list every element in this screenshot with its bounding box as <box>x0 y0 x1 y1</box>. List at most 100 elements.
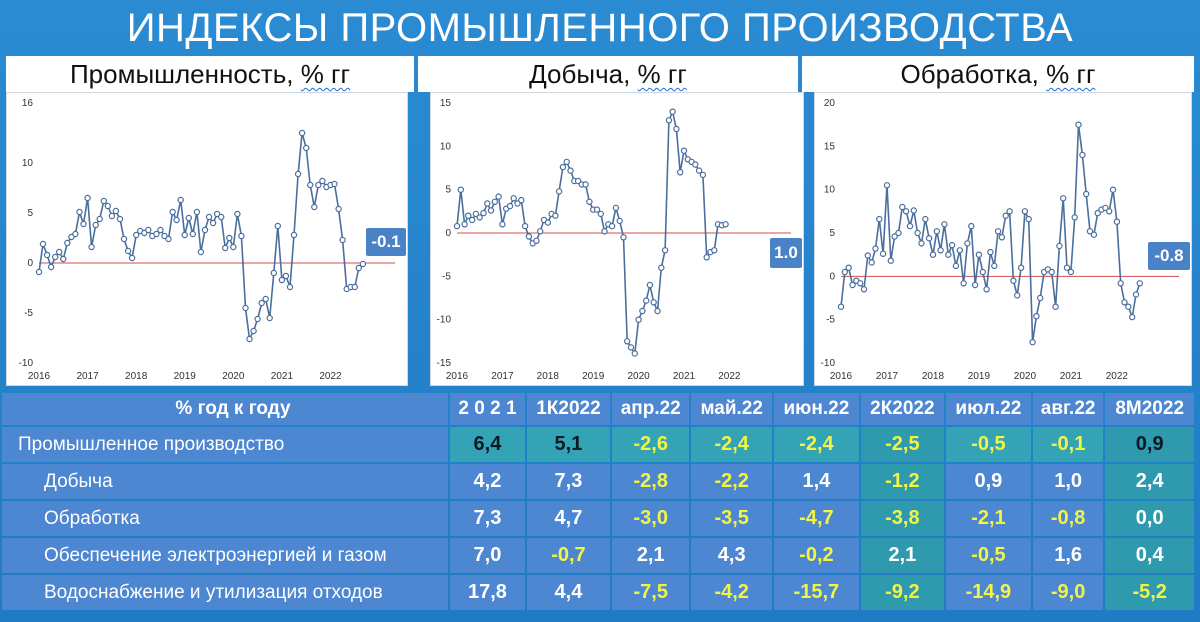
data-point <box>480 209 487 217</box>
table-row: Промышленное производство 6,4 5,1 -2,6 -… <box>2 427 1194 462</box>
table-row: Обеспечение электроэнергией и газом 7,0 … <box>2 538 1194 573</box>
data-point <box>254 315 261 323</box>
series-line <box>38 132 364 342</box>
data-point <box>472 210 480 218</box>
table-cell: 2,1 <box>860 538 944 573</box>
table-row: Обработка 7,3 4,7 -3,0 -3,5 -4,7 -3,8 -2… <box>2 501 1194 536</box>
data-point <box>120 235 128 243</box>
data-point <box>994 228 1002 235</box>
row-label: Добыча <box>2 464 448 499</box>
data-point <box>1017 264 1025 271</box>
data-point <box>298 129 306 137</box>
data-point <box>1052 303 1059 310</box>
panel-2-subtitle: Добыча, % гг <box>418 56 798 92</box>
panel-1-subtitle-unit: % гг <box>300 59 351 89</box>
data-point <box>465 212 472 219</box>
y-tick-label: 0 <box>27 258 33 269</box>
data-point <box>711 247 718 254</box>
data-point <box>461 221 468 228</box>
table-header-cell: июн.22 <box>773 393 859 425</box>
table-cell: 0,4 <box>1105 538 1194 573</box>
data-point <box>1136 280 1143 287</box>
data-point <box>902 208 910 215</box>
table-header-cell: 2К2022 <box>860 393 944 425</box>
data-point <box>525 233 533 240</box>
data-point <box>552 212 559 219</box>
data-point <box>983 286 990 293</box>
data-point <box>574 177 582 185</box>
data-point <box>335 205 342 213</box>
data-point <box>1132 291 1140 298</box>
data-point <box>910 207 918 214</box>
data-point <box>586 198 593 206</box>
panel-2-subtitle-main: Добыча, <box>529 59 631 89</box>
data-point <box>145 226 152 234</box>
panel-3-subtitle-main: Обработка, <box>900 59 1039 89</box>
data-point <box>521 222 529 230</box>
table-cell: 1,4 <box>773 464 859 499</box>
x-tick-label: 2020 <box>222 371 245 382</box>
table-cell: 1,0 <box>1032 464 1104 499</box>
data-point <box>960 280 967 287</box>
table-header-cell: авг.22 <box>1032 393 1104 425</box>
data-point <box>96 215 103 223</box>
data-point <box>518 196 525 204</box>
data-point <box>845 264 852 271</box>
y-tick-label: 5 <box>445 185 451 196</box>
data-point <box>533 237 540 244</box>
data-point <box>221 244 229 252</box>
data-point <box>108 212 116 220</box>
data-point <box>104 202 112 210</box>
table-cell: -2,4 <box>691 427 772 462</box>
data-point <box>453 222 461 230</box>
x-tick-label: 2016 <box>830 371 853 382</box>
data-point <box>849 281 856 289</box>
chart-mining-end-badge: 1.0 <box>770 238 802 268</box>
data-point <box>112 207 120 215</box>
table-cell: -2,4 <box>773 427 859 462</box>
series-line <box>456 109 726 356</box>
table-cell: -5,2 <box>1105 575 1194 610</box>
chart-industry-svg: -10 -5 0 5 10 16 2016 2017 2018 2019 2020 2021 2022 <box>19 98 395 382</box>
data-point <box>563 158 570 166</box>
table-cell: 7,3 <box>526 464 610 499</box>
chart-manufacturing-svg: -10 -5 0 5 10 15 20 2016 2017 2018 2019 2020 2021 202… <box>821 98 1179 382</box>
y-tick-label: -10 <box>821 358 836 369</box>
data-point <box>234 210 241 218</box>
x-tick-label: 2021 <box>673 371 696 382</box>
data-point <box>1048 268 1055 276</box>
data-point <box>676 169 684 176</box>
data-point <box>457 186 464 193</box>
data-point <box>80 220 87 228</box>
data-point <box>1121 299 1128 306</box>
y-tick-label: 20 <box>824 98 836 109</box>
chart-industry: -10 -5 0 5 10 16 2016 2017 2018 2019 2020 2021 2022 <box>6 92 408 386</box>
data-point <box>1067 268 1075 276</box>
table-header-cell: 2 0 2 1 <box>450 393 525 425</box>
table-cell: -3,5 <box>691 501 772 536</box>
data-point <box>971 281 979 289</box>
data-point <box>169 208 176 216</box>
summary-table: % год к году 2 0 2 1 1К2022 апр.22 май.2… <box>0 391 1196 612</box>
chart-mining: -15 -10 -5 0 5 10 15 2016 2017 2018 2019 2020 2021 20… <box>430 92 804 386</box>
data-point <box>536 228 544 235</box>
data-point <box>1129 313 1136 321</box>
data-point <box>703 254 710 261</box>
panel-3-subtitle-unit: % гг <box>1046 59 1096 89</box>
data-point <box>339 236 346 244</box>
y-tick-label: 15 <box>824 141 836 152</box>
table-cell: -2,5 <box>860 427 944 462</box>
y-tick-label: 16 <box>22 98 34 109</box>
data-point <box>331 180 338 188</box>
data-point <box>1106 208 1113 215</box>
data-point <box>185 214 192 222</box>
data-point <box>56 248 63 256</box>
data-point <box>968 222 975 230</box>
data-point <box>559 163 567 171</box>
data-point <box>197 248 205 256</box>
table-cell: -0,5 <box>945 427 1031 462</box>
data-point <box>60 255 67 263</box>
table-header-label: % год к году <box>2 393 448 425</box>
table-cell: 2,1 <box>612 538 690 573</box>
data-point <box>72 230 79 238</box>
